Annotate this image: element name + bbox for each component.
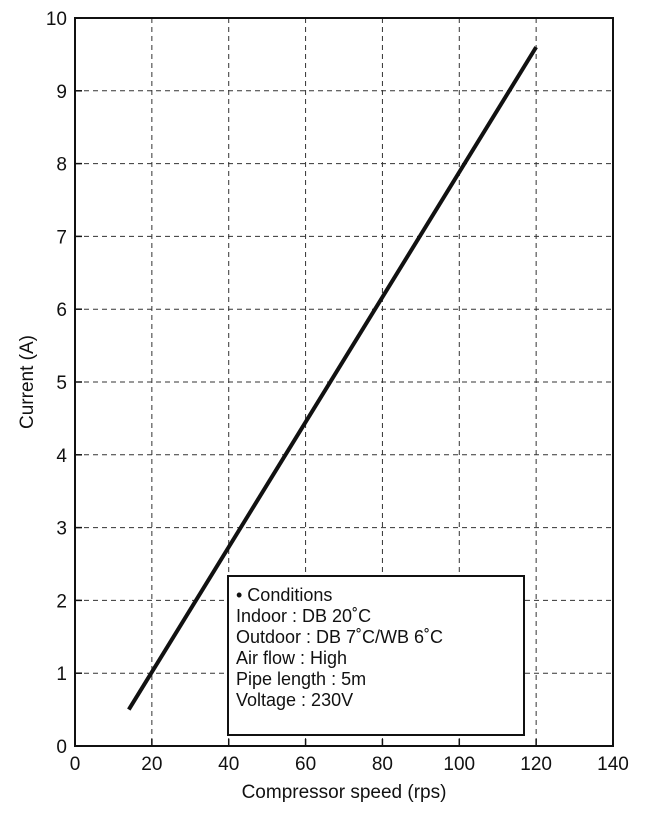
series-group <box>127 46 538 711</box>
y-tick-label: 3 <box>56 519 67 540</box>
y-tick-label: 9 <box>56 82 67 103</box>
y-tick-label: 2 <box>56 591 67 612</box>
grid-lines <box>75 18 613 746</box>
conditions-annotation-frame <box>227 575 525 736</box>
x-tick-label: 0 <box>70 754 81 775</box>
y-tick-label: 8 <box>56 155 67 176</box>
y-tick-label: 5 <box>56 373 67 394</box>
y-tick-label: 7 <box>56 227 67 248</box>
y-axis-ticks: 0 1 2 3 4 5 6 7 8 9 10 <box>46 9 82 758</box>
conditions-line: Pipe length : 5m <box>236 669 366 689</box>
x-tick-label: 120 <box>520 754 552 775</box>
x-tick-label: 80 <box>372 754 393 775</box>
x-axis-ticks: 0 20 40 60 80 100 120 140 <box>70 739 629 775</box>
x-tick-label: 140 <box>597 754 629 775</box>
conditions-line: Outdoor : DB 7˚C/WB 6˚C <box>236 627 443 647</box>
x-tick-label: 40 <box>218 754 239 775</box>
conditions-line: Indoor : DB 20˚C <box>236 606 371 626</box>
y-tick-label: 0 <box>56 737 67 758</box>
x-tick-label: 20 <box>141 754 162 775</box>
y-tick-label: 6 <box>56 300 67 321</box>
y-tick-label: 10 <box>46 9 67 30</box>
y-tick-label: 4 <box>56 446 67 467</box>
y-axis-title: Current (A) <box>17 335 38 429</box>
x-tick-label: 100 <box>443 754 475 775</box>
x-axis-title: Compressor speed (rps) <box>242 782 447 803</box>
y-tick-label: 1 <box>56 664 67 685</box>
conditions-line: Air flow : High <box>236 648 347 668</box>
x-tick-label: 60 <box>295 754 316 775</box>
conditions-line: Voltage : 230V <box>236 690 353 710</box>
current-series-line <box>127 46 538 711</box>
conditions-line: • Conditions <box>236 585 332 605</box>
